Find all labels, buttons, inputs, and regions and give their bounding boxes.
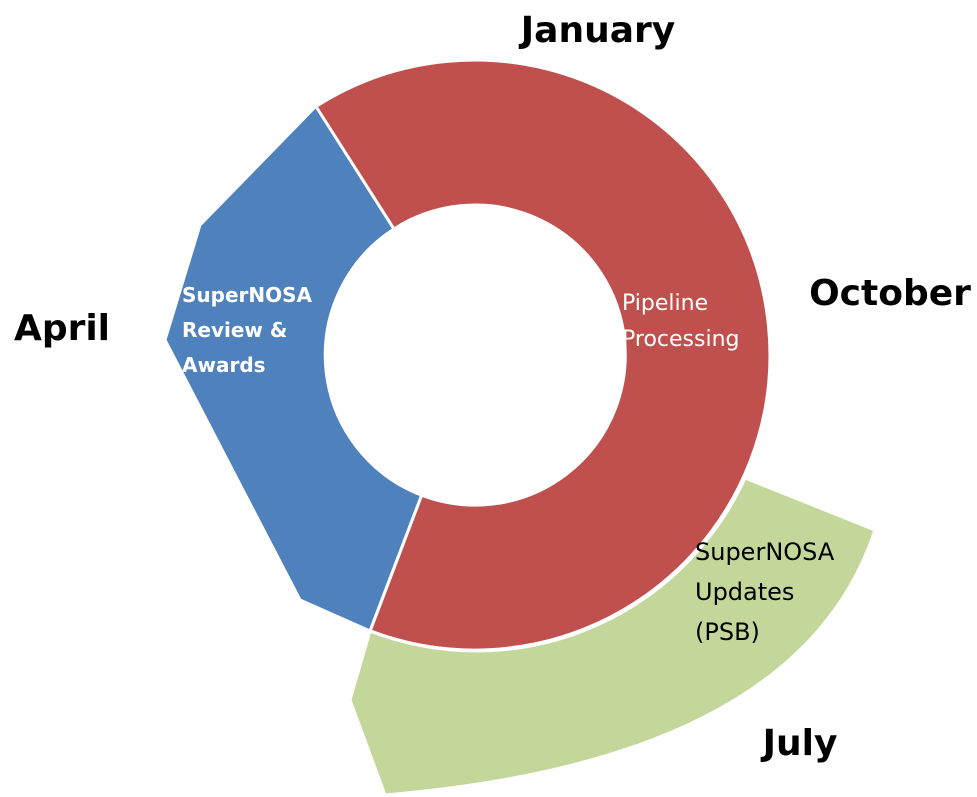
segment-review bbox=[163, 103, 424, 634]
label-updates: SuperNOSA Updates (PSB) bbox=[695, 538, 835, 646]
segment-label: SuperNOSA bbox=[695, 538, 835, 566]
segment-label: Pipeline bbox=[622, 291, 708, 316]
segment-label: Review & bbox=[182, 318, 287, 342]
segment-label: Updates bbox=[695, 578, 794, 606]
month-label: October bbox=[809, 273, 971, 314]
month-label: January bbox=[518, 10, 675, 51]
label-review: SuperNOSA Review & Awards bbox=[182, 283, 313, 377]
segment-label: (PSB) bbox=[695, 618, 760, 646]
segment-label: Processing bbox=[622, 327, 739, 352]
segment-label: Awards bbox=[182, 353, 266, 377]
month-label: July bbox=[760, 723, 838, 764]
month-label: April bbox=[14, 308, 110, 349]
segment-pipeline bbox=[313, 58, 772, 652]
label-pipeline: Pipeline Processing bbox=[622, 291, 739, 352]
segment-label: SuperNOSA bbox=[182, 283, 313, 307]
